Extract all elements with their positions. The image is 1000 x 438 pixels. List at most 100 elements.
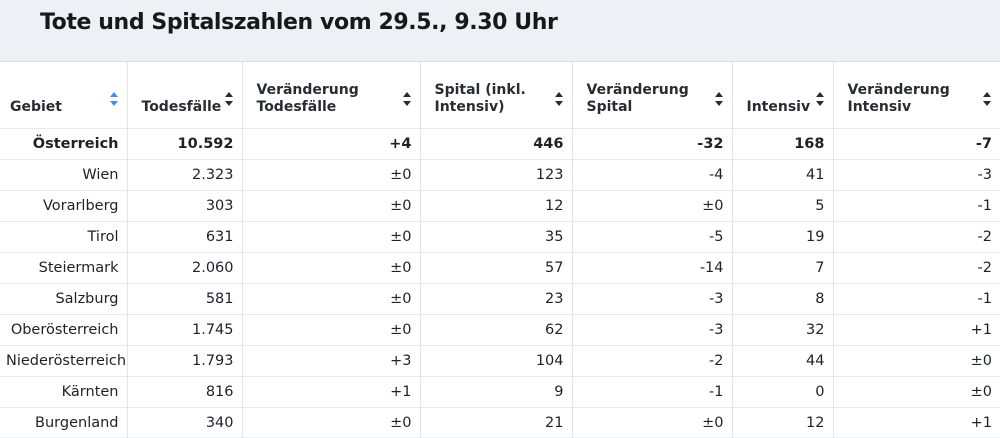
cell-todesfaelle: 1.793 <box>127 344 243 376</box>
cell-todesfaelle: 631 <box>127 220 243 252</box>
table-row: Tirol 631 ±0 35 -5 19 -2 <box>0 220 1000 252</box>
sort-down-arrow-icon <box>815 100 824 106</box>
cell-intensiv: 12 <box>732 406 834 438</box>
cell-veraenderung-spital: ±0 <box>572 406 733 438</box>
sort-icon[interactable] <box>714 91 724 106</box>
cell-veraenderung-spital: -32 <box>572 127 733 159</box>
cell-todesfaelle: 1.745 <box>127 313 243 345</box>
data-table: Gebiet Todesfälle Veränderung Todesfälle Sp… <box>0 62 1000 438</box>
column-header-veraenderung-intensiv[interactable]: Veränderung Intensiv <box>833 62 1000 128</box>
cell-spital: 104 <box>420 344 573 376</box>
sort-up-arrow-icon <box>554 91 563 97</box>
sort-down-arrow-icon <box>224 100 233 106</box>
table-row: Wien 2.323 ±0 123 -4 41 -3 <box>0 158 1000 190</box>
sort-icon[interactable] <box>815 91 825 106</box>
cell-intensiv: 5 <box>732 189 834 221</box>
cell-gebiet: Salzburg <box>0 282 128 314</box>
column-header-label: Todesfälle <box>141 98 222 115</box>
table-row: Salzburg 581 ±0 23 -3 8 -1 <box>0 282 1000 314</box>
table-row: Steiermark 2.060 ±0 57 -14 7 -2 <box>0 251 1000 283</box>
header-row: Gebiet Todesfälle Veränderung Todesfälle Sp… <box>0 62 1000 128</box>
cell-intensiv: 19 <box>732 220 834 252</box>
table-row: Vorarlberg 303 ±0 12 ±0 5 -1 <box>0 189 1000 221</box>
column-header-label: Veränderung Intensiv <box>847 81 950 115</box>
cell-gebiet: Oberösterreich <box>0 313 128 345</box>
cell-spital: 123 <box>420 158 573 190</box>
column-header-veraenderung-spital[interactable]: Veränderung Spital <box>572 62 733 128</box>
column-header-intensiv[interactable]: Intensiv <box>732 62 834 128</box>
cell-veraenderung-intensiv: ±0 <box>833 375 1000 407</box>
cell-todesfaelle: 2.323 <box>127 158 243 190</box>
cell-veraenderung-spital: -2 <box>572 344 733 376</box>
sort-icon[interactable] <box>402 91 412 106</box>
cell-veraenderung-todesfaelle: ±0 <box>242 406 421 438</box>
sort-up-arrow-icon <box>224 91 233 97</box>
cell-todesfaelle: 10.592 <box>127 127 243 159</box>
sort-up-arrow-icon <box>402 91 411 97</box>
column-header-label: Intensiv <box>746 98 811 115</box>
column-header-gebiet[interactable]: Gebiet <box>0 62 128 128</box>
column-header-spital[interactable]: Spital (inkl. Intensiv) <box>420 62 573 128</box>
column-header-todesfaelle[interactable]: Todesfälle <box>127 62 243 128</box>
cell-veraenderung-intensiv: -1 <box>833 189 1000 221</box>
table-row: Niederösterreich 1.793 +3 104 -2 44 ±0 <box>0 344 1000 376</box>
cell-todesfaelle: 2.060 <box>127 251 243 283</box>
sort-down-arrow-icon <box>109 100 118 106</box>
column-header-label: Veränderung Todesfälle <box>256 81 359 115</box>
cell-veraenderung-intensiv: +1 <box>833 313 1000 345</box>
table-row: Burgenland 340 ±0 21 ±0 12 +1 <box>0 406 1000 438</box>
column-header-label: Gebiet <box>10 98 62 115</box>
sort-down-arrow-icon <box>714 100 723 106</box>
cell-intensiv: 0 <box>732 375 834 407</box>
cell-spital: 9 <box>420 375 573 407</box>
cell-todesfaelle: 340 <box>127 406 243 438</box>
cell-veraenderung-todesfaelle: ±0 <box>242 251 421 283</box>
cell-veraenderung-todesfaelle: +4 <box>242 127 421 159</box>
cell-spital: 23 <box>420 282 573 314</box>
sort-icon[interactable] <box>224 91 234 106</box>
cell-gebiet: Niederösterreich <box>0 344 128 376</box>
cell-gebiet: Steiermark <box>0 251 128 283</box>
cell-veraenderung-intensiv: -2 <box>833 220 1000 252</box>
cell-veraenderung-todesfaelle: +1 <box>242 375 421 407</box>
table-row: Kärnten 816 +1 9 -1 0 ±0 <box>0 375 1000 407</box>
sort-down-arrow-icon <box>554 100 563 106</box>
cell-veraenderung-intensiv: -1 <box>833 282 1000 314</box>
cell-gebiet: Tirol <box>0 220 128 252</box>
cell-veraenderung-intensiv: -3 <box>833 158 1000 190</box>
table-row-total: Österreich 10.592 +4 446 -32 168 -7 <box>0 127 1000 159</box>
sort-icon[interactable] <box>983 91 992 106</box>
cell-veraenderung-intensiv: -7 <box>833 127 1000 159</box>
cell-spital: 57 <box>420 251 573 283</box>
title-bar: Tote und Spitalszahlen vom 29.5., 9.30 U… <box>0 0 1000 61</box>
cell-intensiv: 44 <box>732 344 834 376</box>
page-title: Tote und Spitalszahlen vom 29.5., 9.30 U… <box>40 10 558 35</box>
cell-veraenderung-intensiv: +1 <box>833 406 1000 438</box>
column-header-label: Spital (inkl. Intensiv) <box>434 81 526 115</box>
cell-spital: 446 <box>420 127 573 159</box>
cell-todesfaelle: 581 <box>127 282 243 314</box>
cell-veraenderung-spital: -3 <box>572 282 733 314</box>
cell-gebiet: Wien <box>0 158 128 190</box>
cell-spital: 21 <box>420 406 573 438</box>
cell-intensiv: 7 <box>732 251 834 283</box>
sort-up-arrow-icon <box>109 91 118 97</box>
sort-icon[interactable] <box>554 91 564 106</box>
cell-spital: 12 <box>420 189 573 221</box>
column-header-veraenderung-todesfaelle[interactable]: Veränderung Todesfälle <box>242 62 421 128</box>
cell-veraenderung-spital: -3 <box>572 313 733 345</box>
cell-gebiet: Österreich <box>0 127 128 159</box>
cell-veraenderung-spital: ±0 <box>572 189 733 221</box>
sort-up-arrow-icon <box>714 91 723 97</box>
cell-veraenderung-spital: -14 <box>572 251 733 283</box>
cell-spital: 35 <box>420 220 573 252</box>
cell-intensiv: 41 <box>732 158 834 190</box>
sort-icon[interactable] <box>109 91 119 106</box>
cell-gebiet: Burgenland <box>0 406 128 438</box>
cell-veraenderung-intensiv: -2 <box>833 251 1000 283</box>
cell-veraenderung-todesfaelle: ±0 <box>242 282 421 314</box>
cell-veraenderung-spital: -4 <box>572 158 733 190</box>
cell-veraenderung-spital: -1 <box>572 375 733 407</box>
cell-gebiet: Kärnten <box>0 375 128 407</box>
column-header-label: Veränderung Spital <box>586 81 689 115</box>
